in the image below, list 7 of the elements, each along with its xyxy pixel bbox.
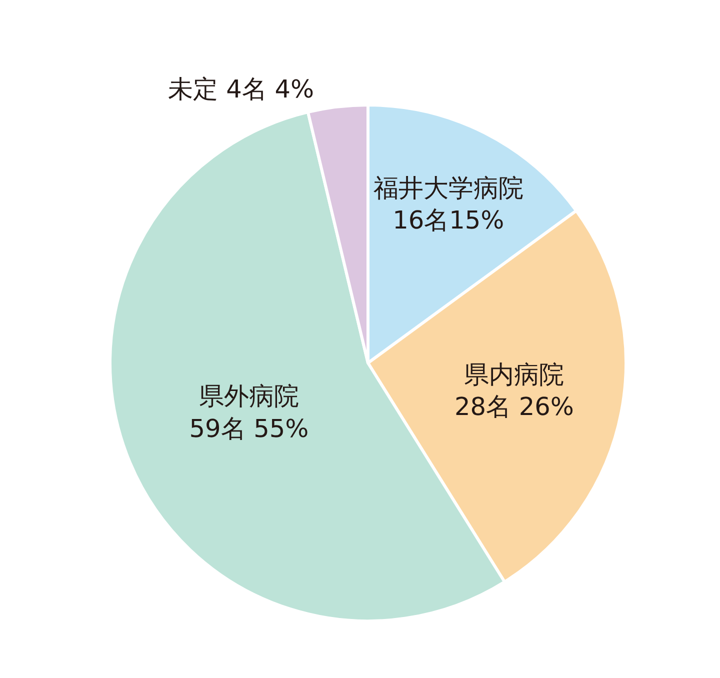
slice-label: 福井大学病院 bbox=[373, 173, 524, 202]
slice-label: 未定 4名 4% bbox=[168, 74, 314, 104]
data-label: 28名 26% bbox=[454, 392, 574, 422]
slice-label: 県外病院 bbox=[199, 382, 299, 411]
data-label: 59名 55% bbox=[189, 414, 309, 443]
data-label: 16名15% bbox=[392, 206, 504, 235]
slice-label: 県内病院 bbox=[464, 360, 564, 389]
